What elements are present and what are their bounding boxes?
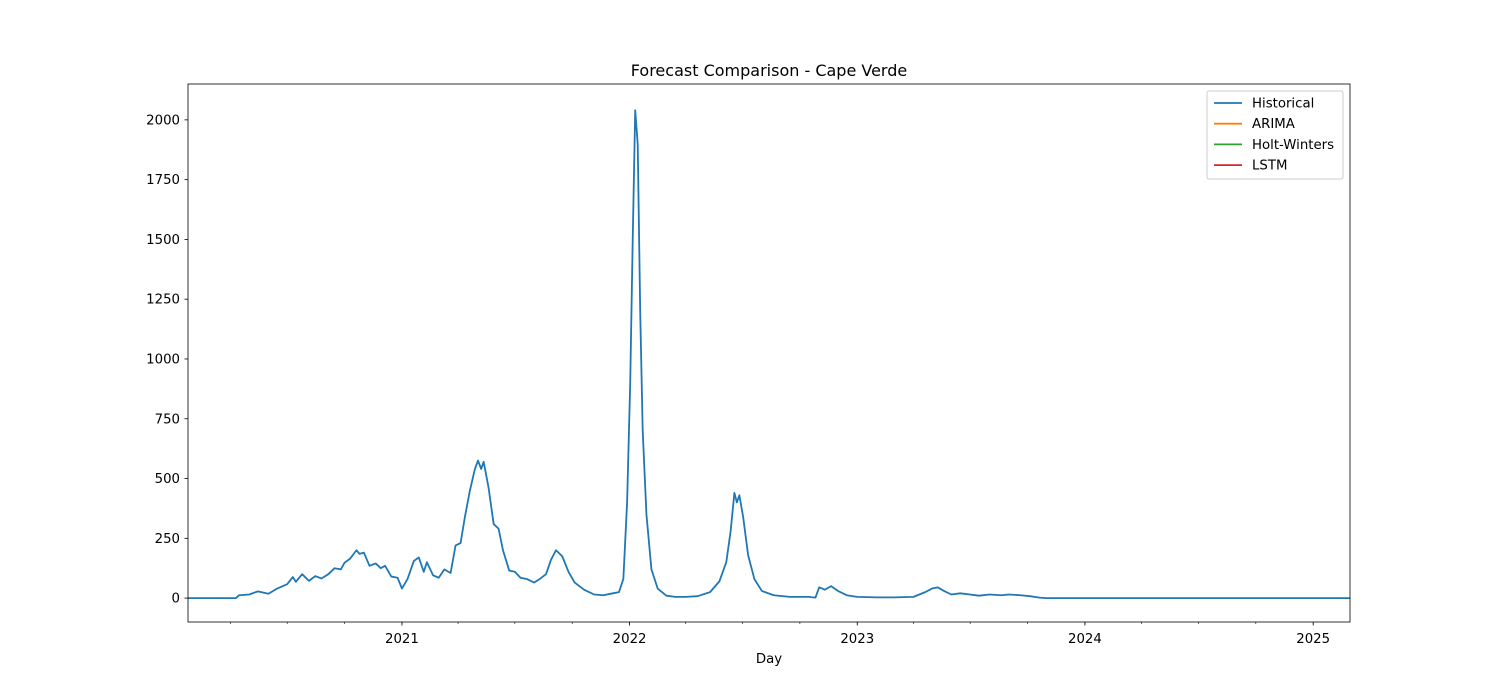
x-tick-label: 2025	[1296, 632, 1330, 647]
legend-label: LSTM	[1252, 159, 1287, 174]
y-tick-label: 1250	[146, 293, 180, 308]
legend-entry: ARIMA	[1214, 117, 1295, 132]
legend-label: ARIMA	[1252, 117, 1295, 132]
x-axis-label: Day	[756, 652, 782, 667]
legend-label: Holt-Winters	[1252, 138, 1334, 153]
legend-entry: Holt-Winters	[1214, 138, 1334, 153]
legend-label: Historical	[1252, 97, 1314, 112]
x-tick-label: 2021	[385, 632, 419, 647]
plot-frame	[187, 83, 1351, 623]
x-tick-label: 2024	[1068, 632, 1102, 647]
y-tick-label: 1500	[146, 233, 180, 248]
x-tick-label: 2023	[840, 632, 874, 647]
legend-entry: Historical	[1214, 97, 1314, 112]
y-tick-label: 1750	[146, 173, 180, 188]
series-line-historical	[188, 109, 1350, 599]
y-tick-label: 750	[155, 412, 180, 427]
legend: Historical ARIMA Holt-Winters LSTM	[1206, 90, 1344, 180]
y-tick-label: 250	[155, 532, 180, 547]
y-tick-label: 1000	[146, 352, 180, 367]
y-tick-label: 0	[172, 592, 180, 607]
y-axis: 0 250 500 750 1000 1250 1500 1750 2000	[146, 113, 188, 607]
y-tick-label: 2000	[146, 113, 180, 128]
plot-area	[187, 83, 1351, 623]
chart-title: Forecast Comparison - Cape Verde	[631, 61, 907, 80]
legend-entry: LSTM	[1214, 159, 1287, 174]
legend-box	[1206, 90, 1344, 180]
y-tick-label: 500	[155, 472, 180, 487]
x-axis: 2021 2022 2023 2024 2025	[230, 622, 1330, 647]
x-tick-label: 2022	[613, 632, 647, 647]
